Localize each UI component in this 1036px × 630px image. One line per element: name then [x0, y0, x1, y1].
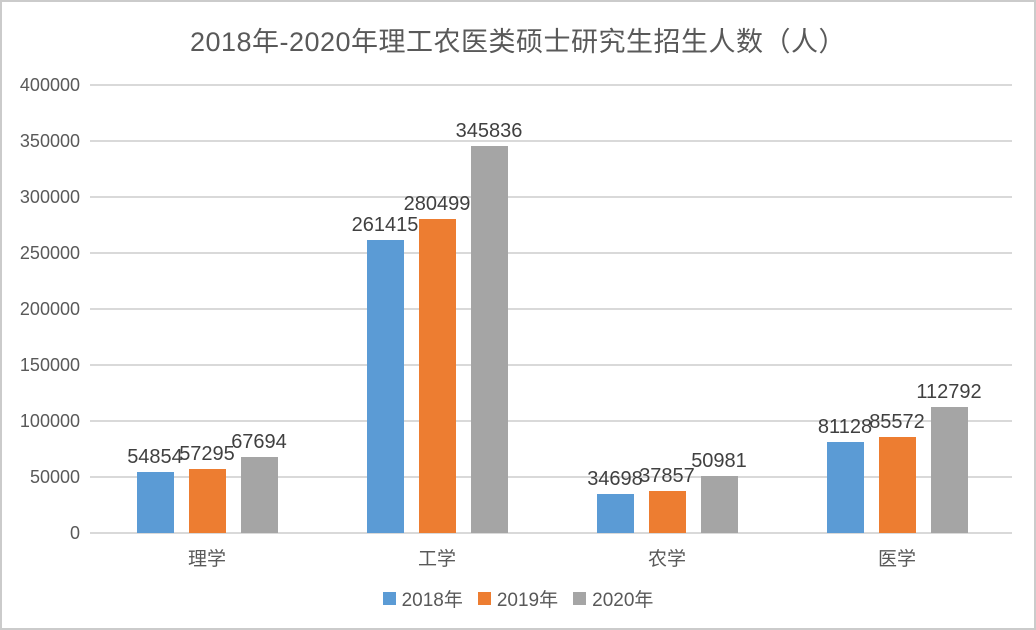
y-tick-label: 0 [69, 523, 80, 543]
legend: 2018年 2019年 2020年 [2, 585, 1034, 612]
bar-value-label: 57295 [179, 443, 235, 465]
bar-value-label: 261415 [351, 214, 419, 236]
bar-value-label: 37857 [639, 465, 695, 487]
bar-group: 261415 280499 345836 [322, 85, 552, 533]
y-tick-label: 400000 [19, 75, 80, 95]
legend-label: 2019年 [496, 590, 559, 611]
bar-value-label: 112792 [916, 381, 982, 403]
legend-item: 2018年 [382, 585, 463, 612]
bar: 57295 [179, 443, 235, 533]
x-axis-line [90, 532, 1012, 534]
legend-swatch [573, 592, 587, 605]
bar-group: 54854 57295 67694 [92, 85, 322, 533]
x-axis: 理学 工学 农学 医学 [92, 544, 1012, 571]
plot-area: 54854 57295 67694 261415 280499 345836 34698 37… [90, 84, 1012, 534]
bar: 261415 [352, 214, 418, 533]
bar: 85572 [869, 411, 925, 533]
legend-label: 2020年 [592, 590, 654, 611]
y-axis: 0 50000 100000 150000 200000 250000 300000 3500… [2, 2, 80, 628]
bar-group: 81128 85572 112792 [782, 85, 1012, 533]
legend-item: 2019年 [477, 585, 559, 612]
legend-label: 2018年 [401, 590, 463, 611]
gridline [90, 140, 1012, 142]
legend-item: 2020年 [573, 585, 653, 612]
x-category-label: 理学 [187, 549, 226, 570]
bar: 280499 [404, 193, 470, 533]
bar-value-label: 280499 [403, 193, 471, 215]
bar-value-label: 81128 [817, 416, 873, 438]
x-category-label: 工学 [417, 549, 456, 570]
y-tick-label: 100000 [19, 411, 80, 431]
gridline [90, 476, 1012, 478]
gridline [90, 196, 1012, 198]
gridline [90, 252, 1012, 254]
bar-value-label: 85572 [869, 411, 925, 433]
y-tick-label: 150000 [19, 355, 80, 375]
y-tick-label: 350000 [19, 131, 80, 151]
bar-value-label: 50981 [691, 450, 747, 472]
bar-value-label: 345836 [455, 120, 523, 142]
bar: 34698 [587, 468, 643, 533]
y-tick-label: 250000 [19, 243, 80, 263]
bar-value-label: 67694 [231, 431, 287, 453]
bar-value-label: 54854 [127, 446, 183, 468]
bar: 81128 [818, 416, 872, 533]
legend-swatch [477, 592, 491, 605]
bar-groups: 54854 57295 67694 261415 280499 345836 34698 37… [92, 85, 1012, 533]
chart-title: 2018年-2020年理工农医类硕士研究生招生人数（人） [189, 27, 847, 57]
gridlines [90, 84, 1012, 534]
bar: 112792 [916, 381, 982, 533]
bar: 67694 [231, 431, 287, 533]
x-category-label: 医学 [877, 549, 916, 570]
y-tick-label: 200000 [19, 299, 80, 319]
gridline [90, 308, 1012, 310]
bar: 345836 [456, 120, 522, 533]
gridline [90, 420, 1012, 422]
bar: 50981 [691, 450, 747, 533]
bar-value-label: 34698 [587, 468, 643, 490]
legend-swatch [382, 592, 396, 605]
gridline [90, 364, 1012, 366]
y-tick-label: 300000 [19, 187, 80, 207]
bar-group: 34698 37857 50981 [552, 85, 782, 533]
bar: 37857 [639, 465, 695, 533]
y-tick-label: 50000 [29, 467, 80, 487]
gridline [90, 84, 1012, 86]
bar: 54854 [127, 446, 183, 533]
x-category-label: 农学 [647, 549, 686, 570]
